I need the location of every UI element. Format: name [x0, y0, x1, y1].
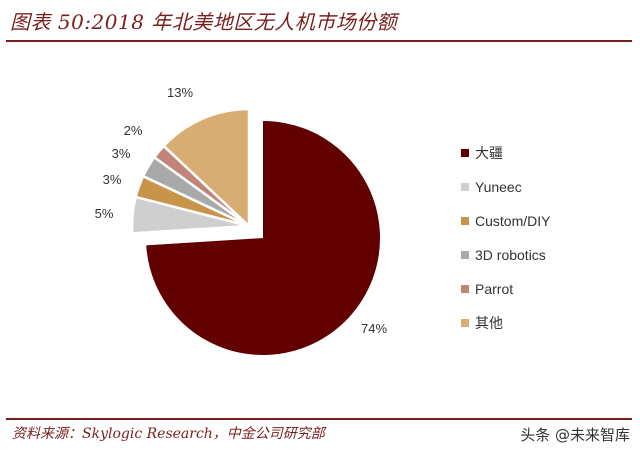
- legend-item-yuneec: Yuneec: [461, 170, 550, 204]
- pie-slice: [146, 121, 380, 355]
- legend-item-3d-robotics: 3D robotics: [461, 238, 550, 272]
- legend-label: 大疆: [475, 145, 503, 161]
- slice-percent-label: 2%: [124, 123, 143, 138]
- legend-swatch-icon: [461, 217, 469, 225]
- legend-swatch-icon: [461, 319, 469, 327]
- chart-legend: 大疆 Yuneec Custom/DIY 3D robotics Parrot …: [461, 136, 550, 340]
- legend-label: 其他: [475, 315, 503, 331]
- slice-percent-label: 3%: [103, 172, 122, 187]
- legend-item-custom-diy: Custom/DIY: [461, 204, 550, 238]
- legend-item-others: 其他: [461, 306, 550, 340]
- legend-label: Parrot: [475, 281, 514, 297]
- legend-swatch-icon: [461, 183, 469, 191]
- chart-title: 图表 50:2018 年北美地区无人机市场份额: [10, 10, 398, 34]
- legend-swatch-icon: [461, 251, 469, 259]
- slice-percent-label: 5%: [95, 206, 114, 221]
- legend-swatch-icon: [461, 149, 469, 157]
- watermark: 头条 @未来智库: [520, 426, 630, 444]
- legend-label: 3D robotics: [475, 247, 546, 263]
- source-note: 资料来源：Skylogic Research，中金公司研究部: [12, 426, 325, 442]
- legend-label: Yuneec: [475, 179, 522, 195]
- legend-item-parrot: Parrot: [461, 272, 550, 306]
- pie-slice: [161, 107, 251, 229]
- legend-item-dji: 大疆: [461, 136, 550, 170]
- slice-percent-label: 13%: [167, 85, 193, 100]
- slice-percent-label: 3%: [112, 146, 131, 161]
- legend-swatch-icon: [461, 285, 469, 293]
- footer-divider: [6, 418, 632, 420]
- legend-label: Custom/DIY: [475, 213, 551, 229]
- slice-percent-label: 74%: [361, 321, 387, 336]
- title-divider: [6, 40, 632, 42]
